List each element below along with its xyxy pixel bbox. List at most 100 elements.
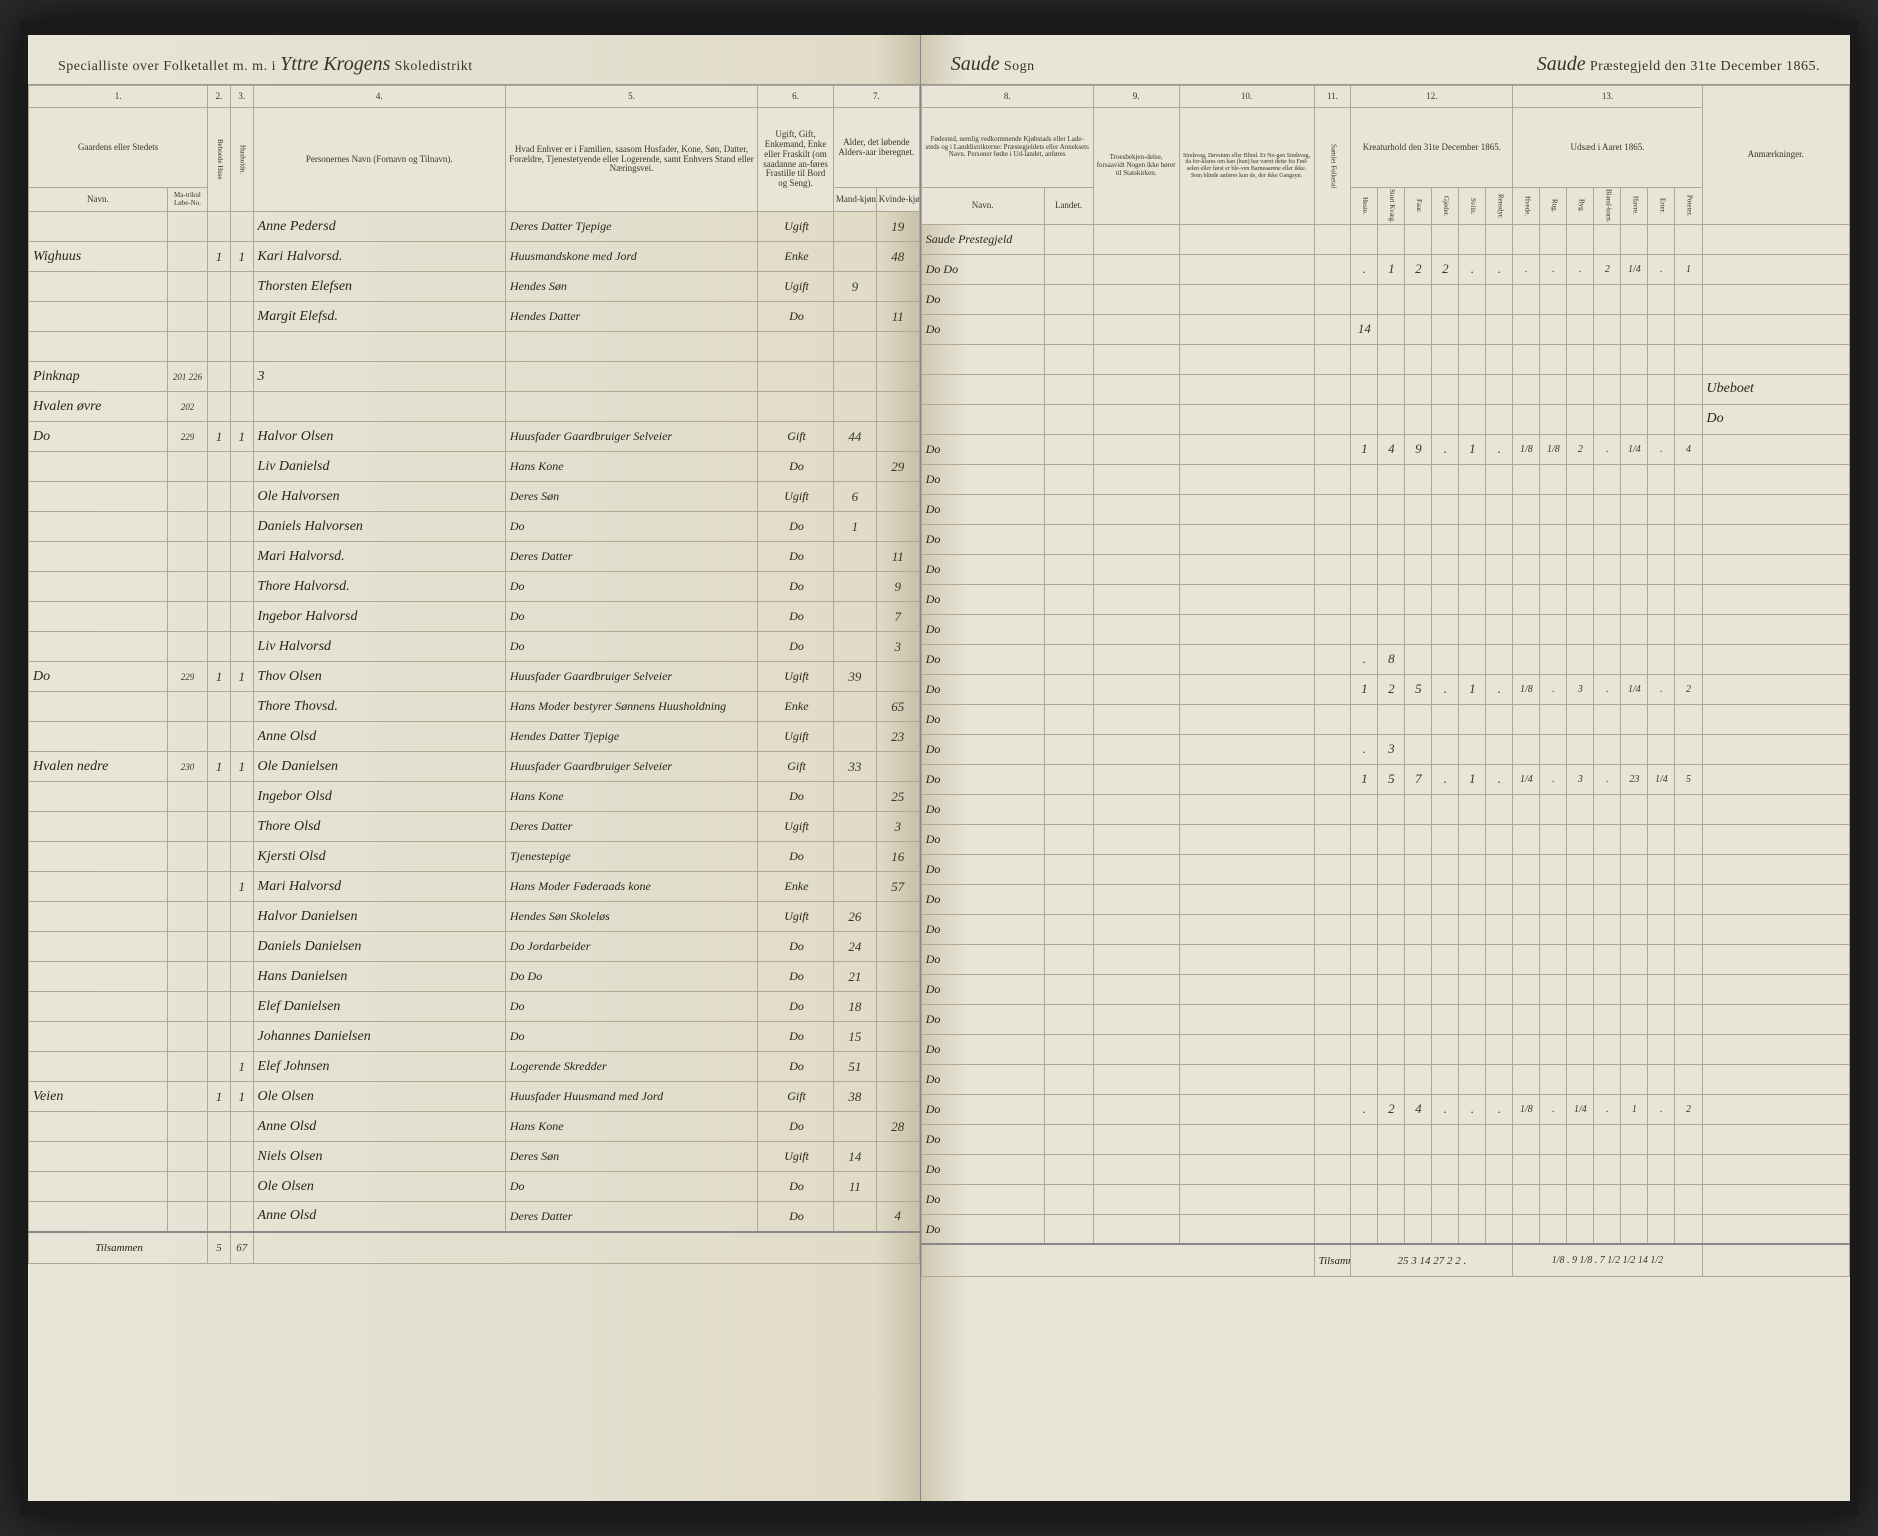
farm-name: Hvalen øvre	[29, 392, 168, 422]
matrikul-no	[167, 542, 207, 572]
matrikul-no	[167, 692, 207, 722]
h13: Udsæd i Aaret 1865.	[1513, 108, 1702, 188]
faith	[1093, 284, 1179, 314]
livestock-cell	[1486, 794, 1513, 824]
farm-name	[29, 542, 168, 572]
seed-cell	[1513, 494, 1540, 524]
seed-cell	[1594, 914, 1621, 944]
person-name: Ole Danielsen	[253, 752, 505, 782]
birthplace-land	[1044, 404, 1093, 434]
faith	[1093, 1094, 1179, 1124]
birthplace: Do	[921, 1124, 1044, 1154]
person-name: Thorsten Elefsen	[253, 272, 505, 302]
birthplace: Do	[921, 1034, 1044, 1064]
age-male: 44	[833, 422, 876, 452]
livestock-cell	[1378, 284, 1405, 314]
seed-cell	[1540, 464, 1567, 494]
h7b: Kvinde-kjøn.	[876, 188, 919, 212]
livestock-cell: 14	[1351, 314, 1378, 344]
person-name: Anne Olsd	[253, 722, 505, 752]
house-count: 1	[208, 422, 231, 452]
table-row: Thore Halvorsd.DoDo9	[29, 572, 920, 602]
seed-cell	[1594, 314, 1621, 344]
farm-name: Pinknap	[29, 362, 168, 392]
sogn-label: Sogn	[1004, 59, 1035, 74]
total-pop	[1314, 1034, 1351, 1064]
livestock-cell	[1351, 854, 1378, 884]
birthplace-land	[1044, 1154, 1093, 1184]
disability	[1179, 224, 1314, 254]
h12-sub-1: Stort Kvæg.	[1378, 188, 1405, 225]
seed-cell	[1621, 284, 1648, 314]
house-count	[208, 872, 231, 902]
faith	[1093, 704, 1179, 734]
livestock-cell	[1459, 314, 1486, 344]
seed-cell	[1621, 224, 1648, 254]
disability	[1179, 824, 1314, 854]
remarks	[1702, 254, 1849, 284]
seed-cell	[1648, 704, 1675, 734]
seed-cell	[1648, 1064, 1675, 1094]
house-count	[208, 722, 231, 752]
seed-cell: 3	[1567, 764, 1594, 794]
faith	[1093, 464, 1179, 494]
seed-cell	[1648, 614, 1675, 644]
seed-cell: 1	[1621, 1094, 1648, 1124]
livestock-cell: .	[1432, 434, 1459, 464]
livestock-cell: .	[1351, 734, 1378, 764]
total-pop	[1314, 1064, 1351, 1094]
person-name: Elef Johnsen	[253, 1052, 505, 1082]
farm-name	[29, 572, 168, 602]
livestock-cell	[1378, 524, 1405, 554]
livestock-cell	[1351, 404, 1378, 434]
h4: Personernes Navn (Fornavn og Tilnavn).	[253, 108, 505, 212]
birthplace-land	[1044, 344, 1093, 374]
age-female: 29	[876, 452, 919, 482]
livestock-cell	[1378, 1154, 1405, 1184]
seed-cell	[1675, 1064, 1702, 1094]
seed-cell	[1675, 464, 1702, 494]
birthplace: Do	[921, 1094, 1044, 1124]
table-row: Do	[921, 1184, 1849, 1214]
table-row: Do	[921, 524, 1849, 554]
table-row: Niels OlsenDeres SønUgift14	[29, 1142, 920, 1172]
seed-cell	[1594, 284, 1621, 314]
livestock-cell	[1432, 374, 1459, 404]
livestock-cell	[1432, 584, 1459, 614]
household-count: 1	[230, 752, 253, 782]
farm-name	[29, 272, 168, 302]
table-row: Thore Thovsd.Hans Moder bestyrer Sønnens…	[29, 692, 920, 722]
relation: Logerende Skredder	[505, 1052, 757, 1082]
seed-cell	[1648, 494, 1675, 524]
livestock-cell	[1351, 1214, 1378, 1244]
farm-name	[29, 992, 168, 1022]
table-row: Hvalen øvre202	[29, 392, 920, 422]
seed-cell: 1/4	[1621, 254, 1648, 284]
seed-cell	[1648, 404, 1675, 434]
livestock-cell	[1378, 224, 1405, 254]
seed-cell	[1648, 884, 1675, 914]
seed-cell	[1540, 944, 1567, 974]
house-count	[208, 332, 231, 362]
livestock-cell	[1459, 404, 1486, 434]
age-male	[833, 782, 876, 812]
seed-cell	[1540, 1064, 1567, 1094]
disability	[1179, 1004, 1314, 1034]
relation: Hans Kone	[505, 782, 757, 812]
birthplace-land	[1044, 974, 1093, 1004]
table-row: Wighuus11Kari Halvorsd.Huusmandskone med…	[29, 242, 920, 272]
seed-cell: .	[1594, 434, 1621, 464]
h12-sub-0: Heste.	[1351, 188, 1378, 225]
table-row: Daniels DanielsenDo JordarbeiderDo24	[29, 932, 920, 962]
status: Ugift	[758, 482, 834, 512]
livestock-cell	[1405, 584, 1432, 614]
person-name: Ingebor Halvorsd	[253, 602, 505, 632]
household-count: 1	[230, 872, 253, 902]
seed-cell	[1621, 734, 1648, 764]
status	[758, 332, 834, 362]
livestock-cell	[1351, 374, 1378, 404]
livestock-cell	[1486, 704, 1513, 734]
h10: Sindsvag, Døvstum eller Blind. Er No-gen…	[1179, 108, 1314, 225]
seed-cell	[1567, 1214, 1594, 1244]
disability	[1179, 734, 1314, 764]
